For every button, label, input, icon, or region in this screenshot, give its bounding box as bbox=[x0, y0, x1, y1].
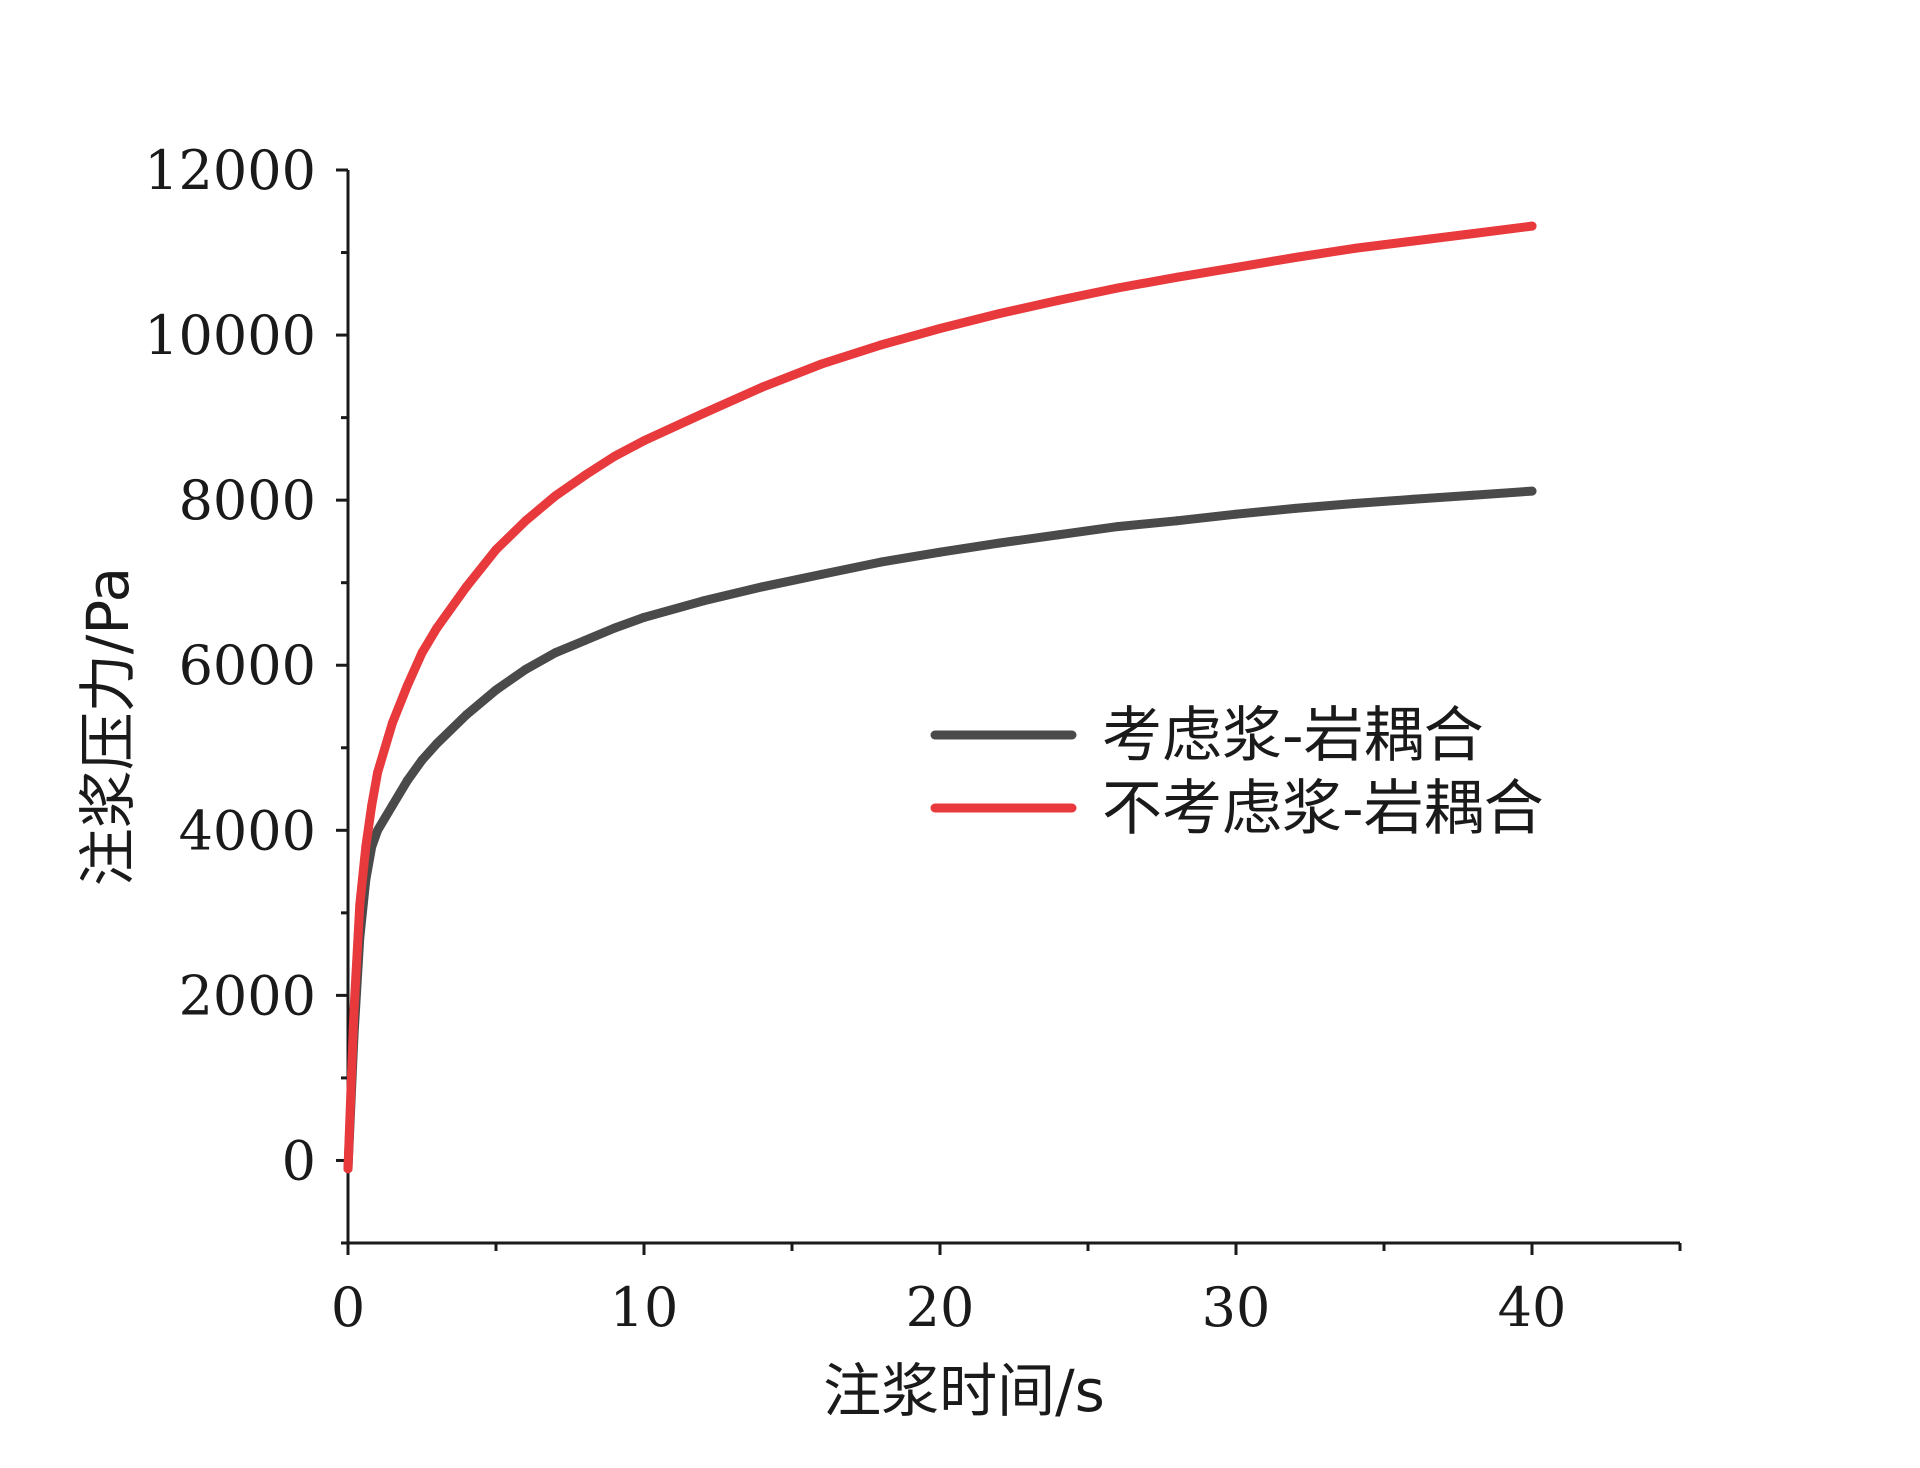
x-tick-label: 20 bbox=[906, 1276, 975, 1339]
data-point-series-1 bbox=[1409, 494, 1419, 504]
data-point-series-1 bbox=[580, 636, 590, 645]
data-point-series-2 bbox=[639, 436, 649, 446]
data-point-series-1 bbox=[1053, 530, 1063, 540]
data-point-series-1 bbox=[1349, 499, 1359, 508]
data-point-series-1 bbox=[432, 739, 442, 749]
y-tick-label: 2000 bbox=[179, 964, 316, 1027]
data-point-series-2 bbox=[432, 623, 442, 633]
data-point-series-1 bbox=[373, 825, 383, 835]
y-axis-title: 注浆压力/Pa bbox=[74, 567, 142, 886]
data-point-series-2 bbox=[355, 900, 365, 910]
data-point-series-2 bbox=[521, 516, 531, 526]
data-point-series-2 bbox=[343, 1164, 353, 1174]
data-point-series-1 bbox=[402, 776, 412, 786]
x-tick-label: 30 bbox=[1202, 1276, 1271, 1339]
data-point-series-2 bbox=[1053, 295, 1063, 305]
data-point-series-2 bbox=[1231, 262, 1241, 272]
data-point-series-1 bbox=[1468, 490, 1478, 500]
data-point-series-2 bbox=[1468, 229, 1478, 239]
y-tick-label: 10000 bbox=[144, 304, 316, 367]
data-point-series-2 bbox=[580, 470, 590, 480]
x-tick-label: 0 bbox=[331, 1276, 365, 1339]
data-point-series-2 bbox=[1527, 221, 1537, 231]
data-point-series-2 bbox=[994, 309, 1004, 319]
legend-label-1: 考虑浆-岩耦合 bbox=[1102, 701, 1484, 771]
data-point-series-2 bbox=[349, 1007, 359, 1017]
data-point-series-1 bbox=[876, 557, 886, 567]
data-point-series-1 bbox=[521, 664, 531, 674]
data-point-series-2 bbox=[935, 324, 945, 333]
data-point-series-2 bbox=[367, 801, 377, 810]
data-point-series-2 bbox=[609, 451, 619, 461]
data-point-series-2 bbox=[1290, 253, 1300, 262]
data-point-series-2 bbox=[417, 648, 427, 658]
data-point-series-1 bbox=[491, 685, 501, 695]
data-point-series-1 bbox=[417, 755, 427, 765]
series-line-1 bbox=[343, 486, 1537, 1174]
data-point-series-2 bbox=[1172, 272, 1182, 282]
data-point-series-1 bbox=[1172, 516, 1182, 526]
data-point-series-2 bbox=[361, 842, 371, 852]
y-tick-label: 8000 bbox=[179, 469, 316, 532]
data-point-series-2 bbox=[757, 382, 767, 392]
data-point-series-1 bbox=[550, 648, 560, 658]
data-point-series-2 bbox=[491, 545, 501, 555]
data-point-series-2 bbox=[550, 491, 560, 501]
data-point-series-1 bbox=[1113, 522, 1123, 532]
data-point-series-1 bbox=[757, 582, 767, 592]
data-point-series-2 bbox=[817, 359, 827, 369]
data-point-series-2 bbox=[387, 718, 397, 728]
data-point-series-1 bbox=[1290, 503, 1300, 513]
y-tick-label: 6000 bbox=[179, 634, 316, 697]
data-point-series-1 bbox=[1527, 486, 1537, 496]
data-point-series-1 bbox=[935, 547, 945, 557]
y-tick-label: 4000 bbox=[179, 799, 316, 862]
data-point-series-2 bbox=[461, 582, 471, 592]
series-line-2 bbox=[343, 221, 1537, 1174]
x-tick-label: 10 bbox=[610, 1276, 679, 1339]
data-point-series-1 bbox=[387, 801, 397, 810]
x-tick-label: 40 bbox=[1498, 1276, 1567, 1339]
y-tick-label: 0 bbox=[282, 1129, 316, 1192]
data-point-series-1 bbox=[698, 596, 708, 606]
data-point-series-1 bbox=[994, 538, 1004, 548]
data-point-series-2 bbox=[402, 681, 412, 691]
data-point-series-2 bbox=[698, 409, 708, 418]
data-point-series-2 bbox=[1349, 243, 1359, 253]
data-point-series-1 bbox=[461, 710, 471, 720]
data-point-series-1 bbox=[817, 569, 827, 579]
data-point-series-2 bbox=[876, 340, 886, 350]
data-point-series-1 bbox=[1231, 509, 1241, 519]
series-layer bbox=[343, 221, 1537, 1174]
data-point-series-1 bbox=[639, 612, 649, 622]
legend-label-2: 不考虑浆-岩耦合 bbox=[1102, 774, 1544, 844]
axes: 0 2000 4000 6000 8000 10000 12000 0 10 20 30 40 bbox=[144, 139, 1682, 1339]
y-tick-label: 12000 bbox=[144, 139, 316, 202]
data-point-series-2 bbox=[1409, 236, 1419, 246]
data-point-series-2 bbox=[373, 768, 383, 777]
data-point-series-2 bbox=[1113, 283, 1123, 293]
x-axis-title: 注浆时间/s bbox=[823, 1357, 1105, 1425]
data-point-series-1 bbox=[609, 623, 619, 633]
